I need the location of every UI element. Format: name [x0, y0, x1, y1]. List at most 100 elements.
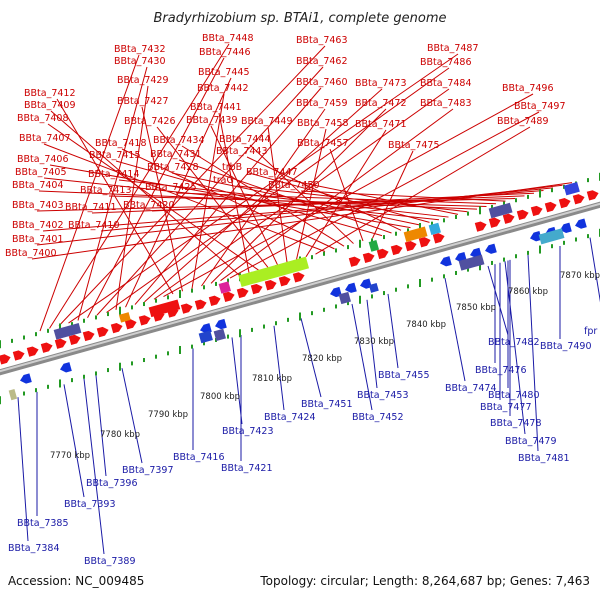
feature-block — [368, 282, 379, 293]
gene-label: BBta_7487 — [427, 43, 479, 54]
gene-label: BBta_7424 — [264, 412, 316, 423]
forward-gene — [180, 303, 193, 314]
forward-gene — [194, 299, 207, 310]
forward-gene — [474, 221, 487, 232]
forward-gene — [208, 295, 221, 306]
kbp-tick-label: 7810 kbp — [252, 374, 292, 384]
gene-label: BBta_7471 — [355, 119, 407, 130]
forward-gene — [26, 346, 39, 357]
gene-label: BBta_7415 — [89, 150, 141, 161]
gene-label: BBta_7453 — [357, 390, 409, 401]
accession-text: Accession: NC_009485 — [8, 574, 145, 588]
feature-block — [338, 291, 351, 305]
feature-block — [218, 281, 231, 294]
reverse-gene — [215, 318, 227, 330]
gene-label: BBta_7414 — [88, 169, 140, 180]
gene-label: traG — [213, 175, 234, 186]
gene-label: BBta_7420 — [123, 200, 175, 211]
genome-title: Bradyrhizobium sp. BTAi1, complete genom… — [153, 11, 446, 26]
gene-label: BBta_7393 — [64, 499, 116, 510]
reverse-gene — [60, 362, 72, 373]
feature-block — [238, 256, 310, 288]
gene-label: BBta_7430 — [114, 56, 166, 67]
reverse-gene — [440, 256, 452, 267]
gene-label: BBta_7484 — [420, 78, 472, 89]
gene-label: BBta_7439 — [186, 115, 238, 126]
gene-label: BBta_7449 — [241, 116, 293, 127]
gene-features — [0, 181, 599, 401]
forward-gene — [40, 342, 53, 353]
forward-gene — [586, 190, 599, 201]
feature-block — [428, 222, 441, 236]
feature-block — [53, 323, 82, 340]
gene-label: BBta_7406 — [17, 154, 69, 165]
kbp-tick-label: 7800 kbp — [200, 392, 240, 402]
gene-label: BBta_7429 — [117, 75, 169, 86]
gene-label: BBta_7428 — [147, 162, 199, 173]
forward-gene — [110, 323, 123, 334]
topology-text: Topology: circular; Length: 8,264,687 bp… — [260, 574, 590, 588]
gene-label: BBta_7407 — [19, 133, 71, 144]
reverse-gene — [20, 373, 32, 384]
forward-gene — [264, 280, 277, 291]
feature-block — [458, 254, 485, 271]
forward-gene — [124, 319, 137, 330]
gene-label: BBta_7403 — [12, 200, 64, 211]
forward-gene — [362, 252, 375, 263]
gene-label: BBta_7401 — [12, 234, 64, 245]
gene-label: BBta_7408 — [17, 113, 69, 124]
kbp-tick-label: 7830 kbp — [354, 337, 394, 347]
forward-gene — [54, 338, 67, 349]
feature-block — [8, 388, 18, 401]
kbp-tick-label: 7840 kbp — [406, 320, 446, 330]
gene-label: BBta_7444 — [219, 134, 271, 145]
label-leader-lines — [17, 43, 600, 555]
gene-label: BBta_7446 — [199, 47, 251, 58]
reverse-gene — [485, 243, 497, 254]
feature-block — [403, 226, 428, 243]
gene-label: BBta_7496 — [502, 83, 554, 94]
gene-label: BBta_7448 — [202, 33, 254, 44]
gene-label: BBta_7458 — [297, 118, 349, 129]
gene-label: BBta_7474 — [445, 383, 497, 394]
lower-gene-labels: BBta_7490 fpr BBta_7482 BBta_7476 BBta_7455 B… — [8, 326, 597, 567]
gene-label: BBta_7411 — [65, 202, 117, 213]
feature-block — [538, 228, 565, 245]
forward-gene — [0, 354, 11, 365]
kbp-tick-label: 7770 kbp — [50, 451, 90, 461]
gene-label: BBta_7472 — [355, 98, 407, 109]
gene-label: BBta_7483 — [420, 98, 472, 109]
forward-gene — [544, 201, 557, 213]
gene-label: BBta_7489 — [497, 116, 549, 127]
kbp-scale-labels: 7770 kbp 7780 kbp 7790 kbp 7800 kbp 7810 kbp… — [50, 271, 600, 461]
gene-label: BBta_7442 — [197, 83, 249, 94]
gene-label: BBta_7450 — [268, 180, 320, 191]
reverse-gene — [345, 282, 357, 293]
gene-label: BBta_7413 — [80, 185, 132, 196]
gene-label: BBta_7441 — [190, 102, 242, 113]
gene-label: BBta_7481 — [518, 453, 570, 464]
forward-gene — [404, 240, 417, 252]
upper-gene-labels: BBta_7432 BBta_7448 BBta_7463 BBta_7487 BBta… — [5, 33, 566, 259]
gene-label: BBta_7460 — [296, 77, 348, 88]
reverse-gene — [575, 218, 587, 229]
gene-label: BBta_7418 — [95, 138, 147, 149]
gene-label: BBta_7434 — [153, 135, 205, 146]
gene-label: BBta_7416 — [173, 452, 225, 463]
gene-label: BBta_7497 — [514, 101, 566, 112]
kbp-tick-label: 7820 kbp — [302, 354, 342, 364]
forward-gene — [516, 209, 529, 221]
gene-label: BBta_7443 — [216, 146, 268, 157]
gene-label: BBta_7480 — [488, 390, 540, 401]
forward-gene — [572, 194, 585, 205]
gene-label: BBta_7482 — [488, 337, 540, 348]
gene-label: trbB — [222, 162, 242, 173]
gene-label: BBta_7451 — [301, 399, 353, 410]
gene-label: BBta_7432 — [114, 44, 166, 55]
forward-gene — [250, 283, 263, 295]
gene-label: BBta_7447 — [246, 167, 298, 178]
forward-gene — [82, 330, 95, 342]
reverse-gene — [360, 278, 372, 289]
gene-label: BBta_7402 — [12, 220, 64, 231]
gene-label: BBta_7455 — [378, 370, 430, 381]
